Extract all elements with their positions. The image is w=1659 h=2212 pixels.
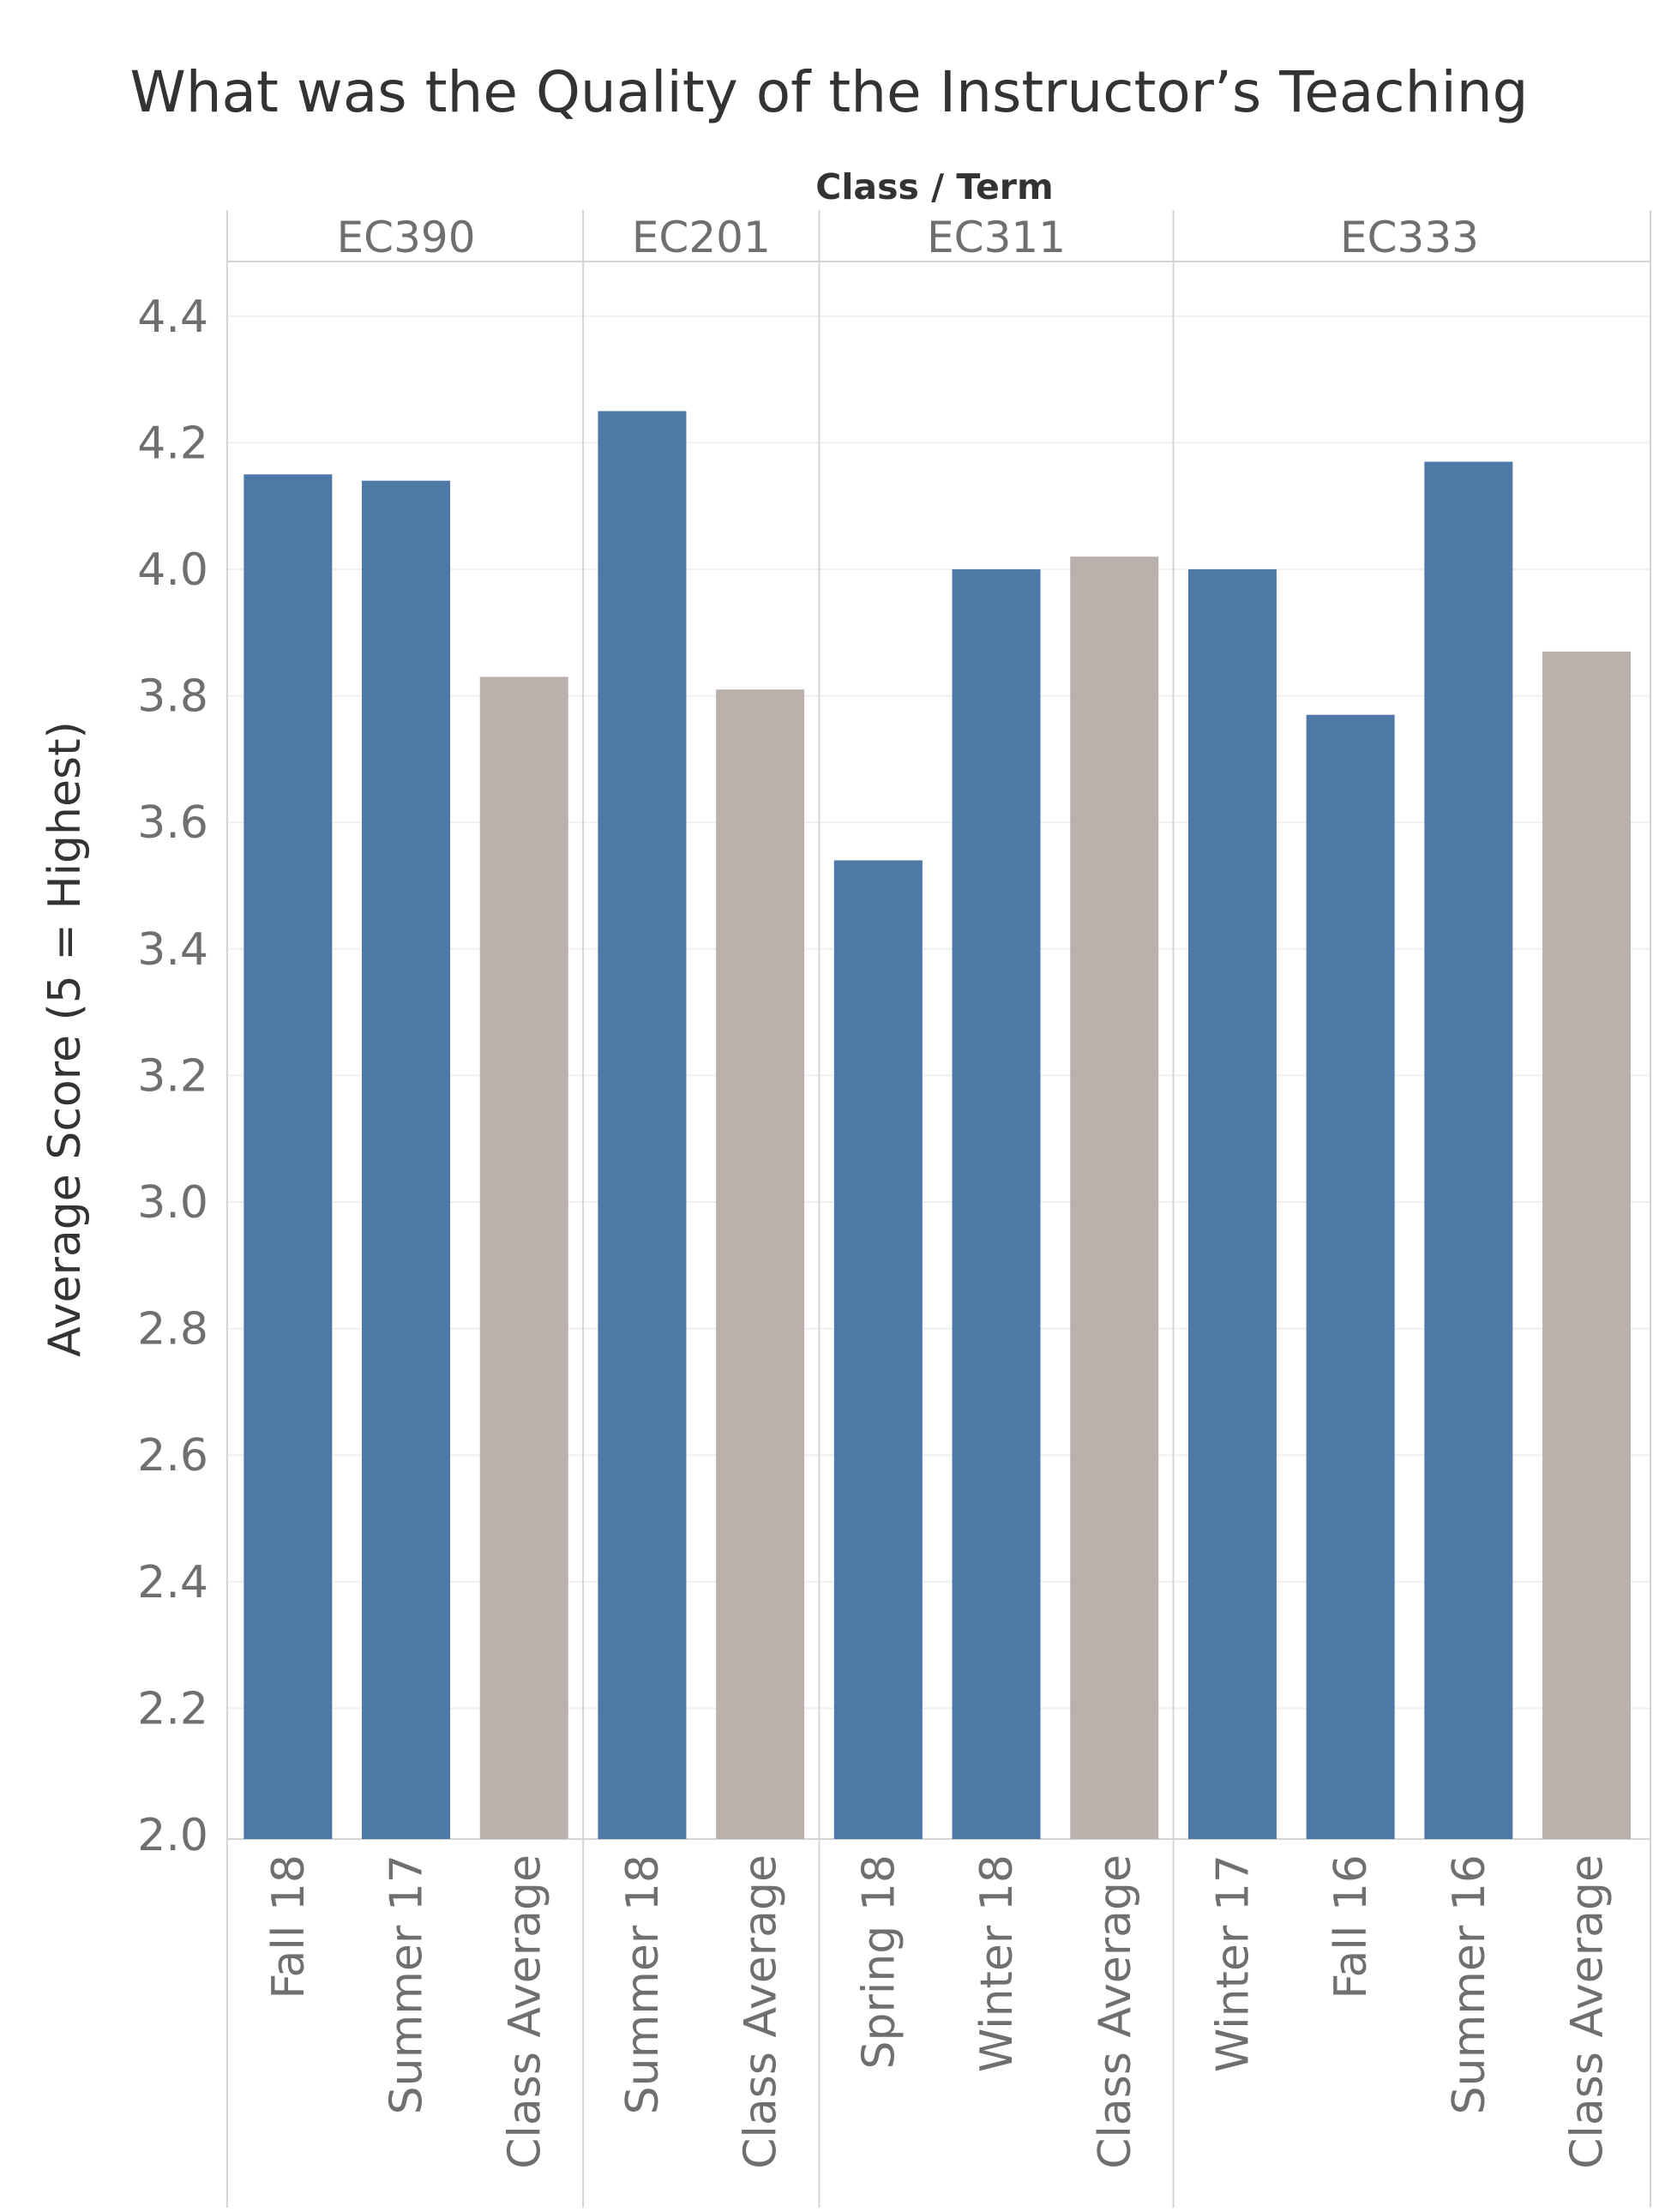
x-tick-label: Summer 18 [617,1854,669,2114]
y-tick-label: 3.6 [137,797,208,849]
y-tick-label: 4.0 [137,544,208,596]
y-tick-label: 2.6 [137,1430,208,1482]
bar [1306,714,1395,1839]
x-axis-labels: Fall 18 Summer 17 Class Average Summer 18 Cl… [263,1854,1614,2169]
y-tick-label: 3.8 [137,671,208,723]
y-axis-label: Average Score (5 = Highest) [39,721,91,1357]
bar [1424,461,1513,1839]
bar [833,860,923,1839]
y-axis-ticks: 2.0 2.2 2.4 2.6 2.8 3.0 3.2 3.4 3.6 3.8 4.0 4.2 4.4 [137,292,208,1861]
x-tick-label: Class Average [736,1854,787,2169]
x-tick-label: Class Average [1562,1854,1614,2169]
x-tick-label: Winter 17 [1207,1854,1259,2072]
y-tick-label: 3.2 [137,1050,208,1102]
chart-title: What was the Quality of the Instructor’s… [129,59,1528,125]
x-tick-label: Summer 17 [382,1854,433,2114]
bars [243,411,1632,1840]
x-tick-label: Class Average [499,1854,550,2169]
y-tick-label: 2.0 [137,1810,208,1861]
bar [716,689,805,1839]
bar [598,411,687,1839]
x-tick-label: Summer 16 [1444,1854,1495,2114]
bar [1187,569,1277,1839]
bar [1542,651,1632,1840]
panel-frame [226,210,1651,2208]
gridlines [227,315,1650,1710]
bar [479,676,568,1840]
group-headers: EC390 EC201 EC311 EC333 [337,213,1479,262]
bar [952,569,1041,1839]
y-tick-label: 4.4 [137,292,208,343]
bar [362,480,451,1840]
bar [1070,556,1159,1839]
y-tick-label: 3.0 [137,1177,208,1229]
bar [243,474,333,1839]
column-header-title: Class / Term [815,166,1053,207]
x-tick-label: Class Average [1090,1854,1141,2169]
x-tick-label: Winter 18 [971,1854,1023,2072]
group-label: EC390 [337,213,476,262]
y-tick-label: 2.8 [137,1304,208,1355]
x-tick-label: Fall 18 [263,1854,315,1999]
group-label: EC311 [927,213,1066,262]
y-tick-label: 2.2 [137,1683,208,1734]
y-tick-label: 3.4 [137,924,208,976]
group-label: EC333 [1340,213,1479,262]
group-label: EC201 [632,213,771,262]
x-tick-label: Spring 18 [853,1854,905,2070]
y-tick-label: 2.4 [137,1557,208,1608]
y-tick-label: 4.2 [137,418,208,469]
x-tick-label: Fall 16 [1325,1854,1377,1999]
